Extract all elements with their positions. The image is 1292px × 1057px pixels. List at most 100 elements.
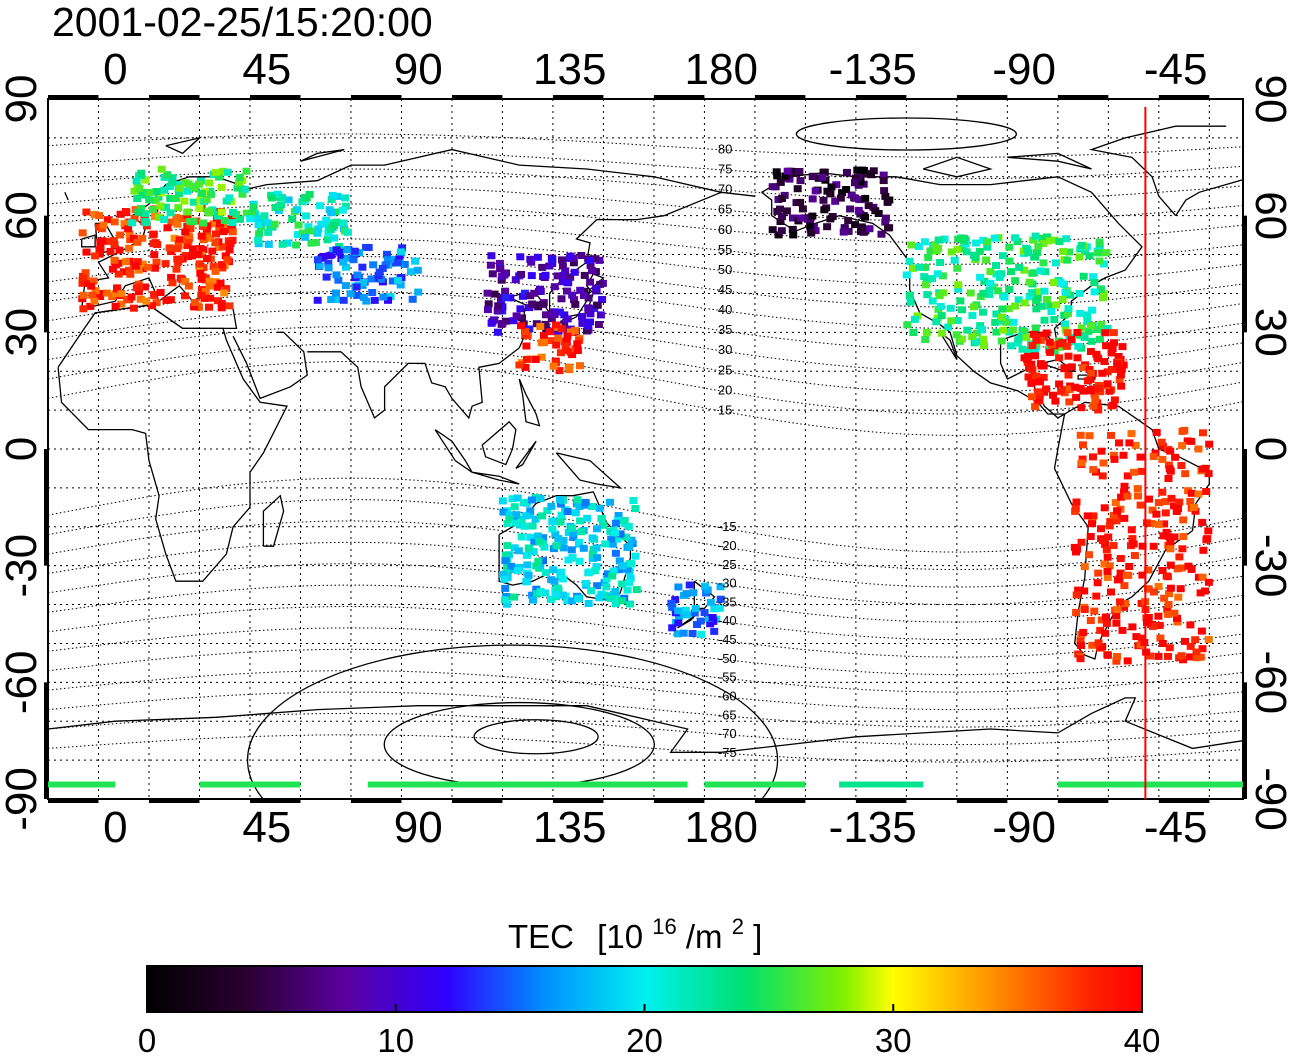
tec-point	[581, 498, 590, 506]
tec-point	[209, 220, 218, 228]
tec-point	[982, 256, 991, 264]
tec-point	[880, 187, 889, 195]
mlat-contour	[48, 520, 1243, 588]
tec-point	[1020, 299, 1029, 307]
tec-point	[592, 544, 601, 552]
tec-point	[573, 340, 582, 348]
tec-point	[625, 579, 633, 586]
tec-point	[79, 291, 88, 299]
tec-point	[199, 236, 208, 244]
tec-point	[1098, 369, 1107, 377]
mlat-label: -65	[718, 707, 737, 722]
tec-point	[1047, 308, 1056, 315]
tec-point	[1123, 472, 1132, 480]
tec-point	[393, 258, 402, 266]
tec-point	[1204, 527, 1213, 535]
frame-bar-left	[44, 682, 48, 799]
tec-point	[954, 285, 963, 293]
tec-point	[91, 287, 100, 295]
tec-point	[795, 168, 804, 175]
tec-point	[197, 292, 206, 300]
tec-point	[778, 195, 786, 202]
tec-point	[227, 198, 236, 205]
tec-point	[322, 273, 331, 281]
tec-point	[135, 184, 144, 192]
tec-point	[1109, 542, 1118, 549]
tec-point	[584, 305, 593, 313]
tec-point	[341, 282, 350, 290]
tec-point	[219, 224, 228, 232]
tec-point	[343, 254, 352, 262]
tec-point	[149, 230, 158, 238]
tec-point	[1080, 606, 1089, 613]
tec-point	[937, 312, 946, 320]
mlat-contour	[48, 273, 1243, 329]
tec-point	[618, 562, 627, 570]
tec-point	[582, 579, 591, 587]
tec-point	[501, 551, 510, 559]
tec-point	[554, 535, 563, 543]
tec-point	[954, 235, 963, 243]
tec-point	[488, 270, 497, 278]
mlat-label: 35	[718, 322, 732, 337]
tec-point	[946, 304, 955, 312]
tec-point	[1137, 467, 1146, 475]
mlat-contour	[48, 238, 1243, 287]
tec-point	[557, 325, 566, 333]
tec-point	[110, 241, 119, 248]
tec-point	[673, 630, 682, 638]
tec-point	[537, 353, 546, 361]
tec-point	[184, 232, 193, 240]
tec-point	[1201, 587, 1210, 595]
tec-point	[1192, 654, 1201, 662]
tec-point	[671, 596, 680, 604]
tec-point	[983, 238, 991, 246]
tec-point	[271, 204, 280, 211]
tec-point	[278, 240, 287, 248]
tec-point	[82, 248, 91, 256]
tec-point	[1177, 652, 1186, 660]
tec-point	[591, 255, 600, 263]
tec-point	[199, 246, 208, 254]
tec-point	[569, 533, 578, 541]
tec-point	[545, 262, 554, 270]
tec-point	[536, 588, 545, 595]
tec-point	[827, 183, 836, 191]
tec-point	[563, 597, 572, 605]
tec-point	[915, 263, 924, 271]
tec-point	[293, 206, 302, 214]
tec-point	[856, 178, 865, 186]
tec-point	[134, 208, 143, 216]
tec-point	[1110, 455, 1119, 463]
tec-point	[819, 168, 828, 176]
tec-point	[205, 179, 214, 187]
tec-point	[160, 216, 169, 223]
tec-point	[1204, 470, 1213, 478]
tec-point	[1099, 459, 1108, 467]
tec-point	[831, 197, 840, 205]
tec-point	[1095, 238, 1104, 246]
tec-point	[333, 192, 342, 200]
tec-point	[905, 257, 914, 265]
tec-point	[556, 500, 565, 508]
tec-point	[1031, 346, 1040, 354]
tec-point	[842, 186, 851, 193]
tec-point	[388, 259, 397, 267]
tec-point	[350, 247, 359, 255]
tec-point	[1131, 441, 1140, 449]
tec-point	[856, 196, 865, 204]
tec-point	[1119, 361, 1128, 369]
tec-point	[518, 314, 526, 322]
tec-point	[701, 582, 710, 590]
tec-point	[217, 183, 226, 191]
tec-point	[1109, 451, 1118, 459]
tec-point	[148, 302, 156, 310]
tec-point	[1113, 360, 1122, 368]
tec-point	[1186, 653, 1195, 661]
tec-point	[324, 264, 333, 272]
tec-point	[1008, 326, 1017, 334]
tec-point	[1190, 504, 1198, 511]
tec-point	[209, 263, 218, 271]
tec-point	[1173, 565, 1182, 573]
tec-point	[490, 290, 499, 298]
